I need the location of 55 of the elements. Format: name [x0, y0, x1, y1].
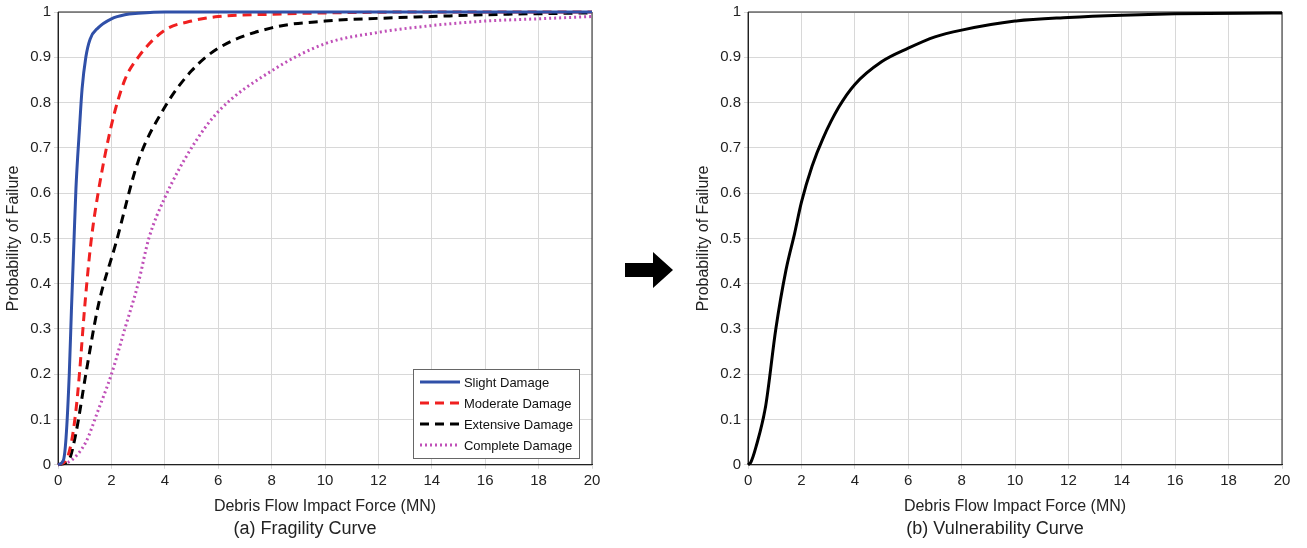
x-tick-label: 0 — [53, 470, 63, 488]
y-tick-label: 0.9 — [30, 47, 52, 65]
x-tick-label: 20 — [583, 470, 601, 488]
y-axis-title: Probability of Failure — [4, 165, 22, 312]
x-tick-label: 12 — [1060, 470, 1077, 488]
x-tick-label: 10 — [316, 470, 334, 488]
text: (b) Vulnerability Curve — [905, 518, 1085, 539]
x-axis-title: Debris Flow Impact Force (MN) — [213, 496, 437, 514]
legend-label: Complete Damage — [463, 437, 573, 453]
y-tick-label: 1 — [732, 2, 742, 20]
y-tick-label: 0.7 — [30, 137, 52, 155]
legend-label: Extensive Damage — [463, 416, 573, 432]
line-series — [746, 11, 1284, 467]
x-tick-label: 6 — [904, 470, 913, 488]
x-tick-label: 2 — [797, 470, 806, 488]
x-tick-label: 10 — [1006, 470, 1024, 488]
y-tick-label: 0.4 — [720, 273, 742, 291]
y-tick-label: 0.1 — [30, 409, 52, 427]
x-tick-label: 18 — [1220, 470, 1237, 488]
y-tick-label: 0.7 — [720, 137, 742, 155]
x-tick-label: 8 — [957, 470, 966, 488]
y-tick-label: 0.5 — [30, 228, 52, 246]
y-tick-label: 0.4 — [30, 273, 52, 291]
text: (a) Fragility Curve — [232, 518, 378, 539]
x-tick-label: 12 — [370, 470, 387, 488]
y-tick-label: 0 — [732, 454, 742, 472]
y-tick-label: 0.6 — [720, 183, 742, 201]
x-tick-label: 14 — [423, 470, 441, 488]
y-axis-title: Probability of Failure — [694, 165, 712, 312]
y-tick-label: 0.8 — [720, 92, 742, 110]
y-tick-label: 0.2 — [720, 364, 742, 382]
x-tick-label: 4 — [850, 470, 860, 488]
y-tick-label: 0.5 — [720, 228, 742, 246]
y-tick-label: 0.8 — [30, 92, 52, 110]
y-tick-label: 0.3 — [30, 319, 52, 337]
y-tick-label: 0.9 — [720, 47, 742, 65]
y-tick-label: 0.6 — [30, 183, 52, 201]
x-tick-label: 0 — [743, 470, 753, 488]
y-tick-label: 0.3 — [720, 319, 742, 337]
y-tick-label: 0 — [42, 454, 52, 472]
x-tick-label: 6 — [214, 470, 223, 488]
x-axis-title: Debris Flow Impact Force (MN) — [903, 496, 1127, 514]
x-tick-label: 16 — [476, 470, 494, 488]
x-tick-label: 8 — [267, 470, 276, 488]
legend-label: Slight Damage — [463, 374, 550, 390]
x-tick-label: 16 — [1166, 470, 1184, 488]
x-tick-label: 4 — [160, 470, 170, 488]
x-tick-label: 18 — [530, 470, 547, 488]
y-tick-label: 1 — [42, 2, 52, 20]
x-tick-label: 2 — [107, 470, 116, 488]
legend-label: Moderate Damage — [463, 395, 572, 411]
y-tick-label: 0.2 — [30, 364, 52, 382]
x-tick-label: 20 — [1273, 470, 1291, 488]
y-tick-label: 0.1 — [720, 409, 742, 427]
x-tick-label: 14 — [1113, 470, 1131, 488]
